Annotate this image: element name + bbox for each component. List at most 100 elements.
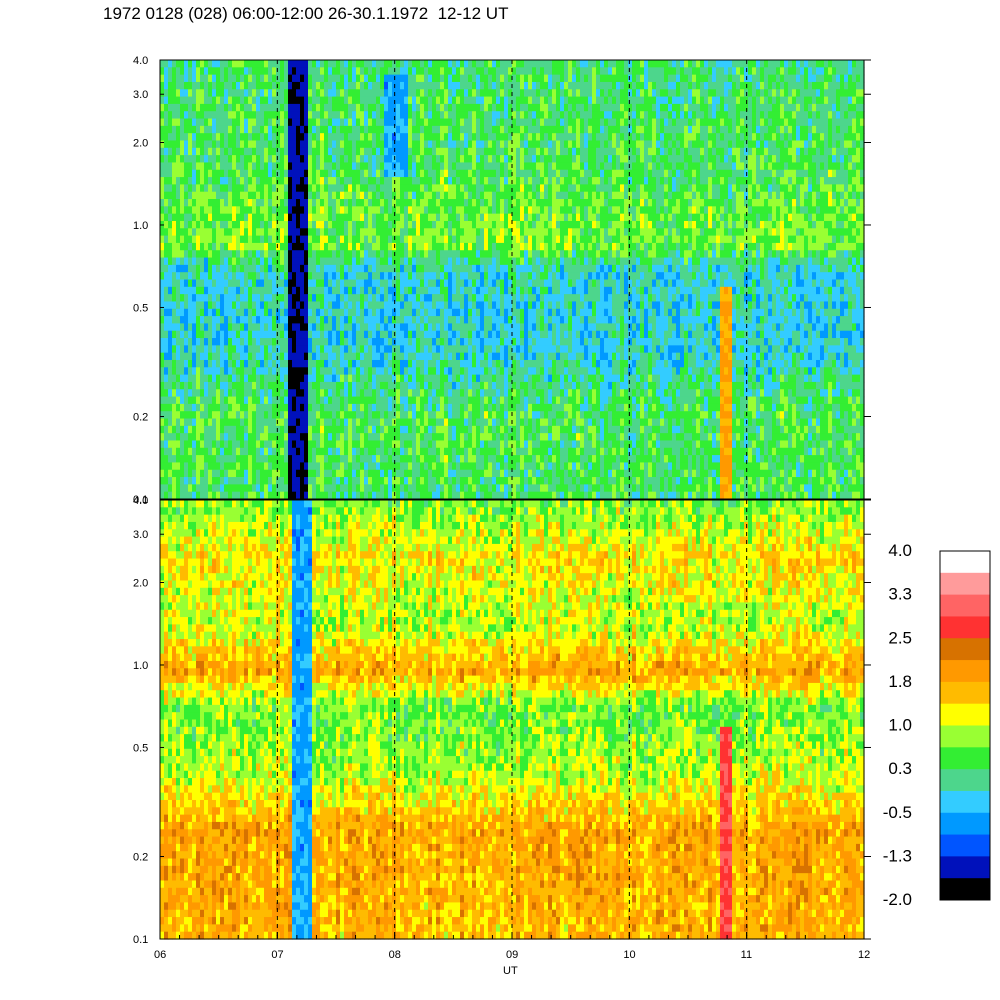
heatmap-cell <box>404 426 409 434</box>
heatmap-cell <box>236 258 241 266</box>
heatmap-cell <box>412 236 417 244</box>
heatmap-cell <box>160 287 165 295</box>
heatmap-cell <box>384 184 389 192</box>
heatmap-cell <box>468 301 473 309</box>
heatmap-cell <box>316 214 321 222</box>
heatmap-cell <box>264 397 269 405</box>
heatmap-cell <box>340 243 345 251</box>
heatmap-cell <box>480 375 485 383</box>
heatmap-cell <box>196 433 201 441</box>
heatmap-cell <box>184 367 189 375</box>
heatmap-cell <box>300 440 305 448</box>
heatmap-cell <box>216 309 221 317</box>
heatmap-cell <box>224 104 229 112</box>
heatmap-cell <box>244 104 249 112</box>
heatmap-cell <box>360 75 365 83</box>
heatmap-cell <box>476 440 481 448</box>
heatmap-cell <box>436 301 441 309</box>
heatmap-cell <box>336 199 341 207</box>
heatmap-cell <box>304 360 309 368</box>
heatmap-cell <box>320 367 325 375</box>
heatmap-cell <box>328 60 333 68</box>
heatmap-cell <box>436 287 441 295</box>
heatmap-cell <box>252 250 257 258</box>
heatmap-cell <box>320 258 325 266</box>
heatmap-cell <box>328 75 333 83</box>
heatmap-cell <box>296 67 301 75</box>
heatmap-cell <box>216 199 221 207</box>
heatmap-cell <box>200 331 205 339</box>
heatmap-cell <box>276 345 281 353</box>
heatmap-cell <box>336 82 341 90</box>
heatmap-cell <box>304 199 309 207</box>
heatmap-cell <box>388 345 393 353</box>
heatmap-cell <box>424 67 429 75</box>
heatmap-cell <box>436 492 441 500</box>
heatmap-cell <box>452 250 457 258</box>
heatmap-cell <box>380 104 385 112</box>
heatmap-cell <box>424 60 429 68</box>
heatmap-cell <box>488 221 493 229</box>
heatmap-cell <box>380 97 385 105</box>
heatmap-cell <box>172 287 177 295</box>
heatmap-cell <box>264 287 269 295</box>
heatmap-cell <box>348 345 353 353</box>
heatmap-cell <box>212 331 217 339</box>
heatmap-cell <box>300 389 305 397</box>
heatmap-cell <box>460 133 465 141</box>
heatmap-cell <box>488 323 493 331</box>
heatmap-cell <box>232 228 237 236</box>
heatmap-cell <box>476 389 481 397</box>
heatmap-cell <box>372 111 377 119</box>
heatmap-cell <box>168 192 173 200</box>
heatmap-cell <box>276 331 281 339</box>
heatmap-cell <box>212 272 217 280</box>
heatmap-cell <box>172 177 177 185</box>
heatmap-cell <box>348 309 353 317</box>
heatmap-cell <box>404 448 409 456</box>
heatmap-cell <box>240 294 245 302</box>
heatmap-cell <box>228 67 233 75</box>
heatmap-cell <box>244 265 249 273</box>
heatmap-cell <box>396 462 401 470</box>
heatmap-cell <box>380 206 385 214</box>
heatmap-cell <box>488 236 493 244</box>
heatmap-cell <box>212 397 217 405</box>
heatmap-cell <box>348 389 353 397</box>
heatmap-cell <box>204 162 209 170</box>
heatmap-cell <box>344 199 349 207</box>
heatmap-cell <box>220 316 225 324</box>
heatmap-cell <box>336 184 341 192</box>
heatmap-cell <box>288 338 293 346</box>
heatmap-cell <box>368 411 373 419</box>
heatmap-cell <box>440 411 445 419</box>
heatmap-cell <box>476 89 481 97</box>
heatmap-cell <box>240 60 245 68</box>
heatmap-cell <box>404 97 409 105</box>
heatmap-cell <box>452 477 457 485</box>
heatmap-cell <box>316 67 321 75</box>
heatmap-cell <box>192 89 197 97</box>
heatmap-cell <box>276 82 281 90</box>
heatmap-cell <box>164 353 169 361</box>
heatmap-cell <box>316 345 321 353</box>
heatmap-cell <box>376 440 381 448</box>
heatmap-cell <box>332 287 337 295</box>
heatmap-cell <box>348 250 353 258</box>
heatmap-cell <box>224 419 229 427</box>
heatmap-cell <box>192 67 197 75</box>
heatmap-cell <box>188 433 193 441</box>
heatmap-cell <box>484 433 489 441</box>
heatmap-cell <box>184 177 189 185</box>
heatmap-cell <box>276 104 281 112</box>
heatmap-cell <box>324 236 329 244</box>
heatmap-cell <box>400 265 405 273</box>
heatmap-cell <box>352 170 357 178</box>
heatmap-cell <box>412 375 417 383</box>
heatmap-cell <box>328 404 333 412</box>
heatmap-cell <box>168 455 173 463</box>
heatmap-cell <box>388 236 393 244</box>
heatmap-cell <box>176 360 181 368</box>
heatmap-cell <box>272 455 277 463</box>
heatmap-cell <box>216 228 221 236</box>
